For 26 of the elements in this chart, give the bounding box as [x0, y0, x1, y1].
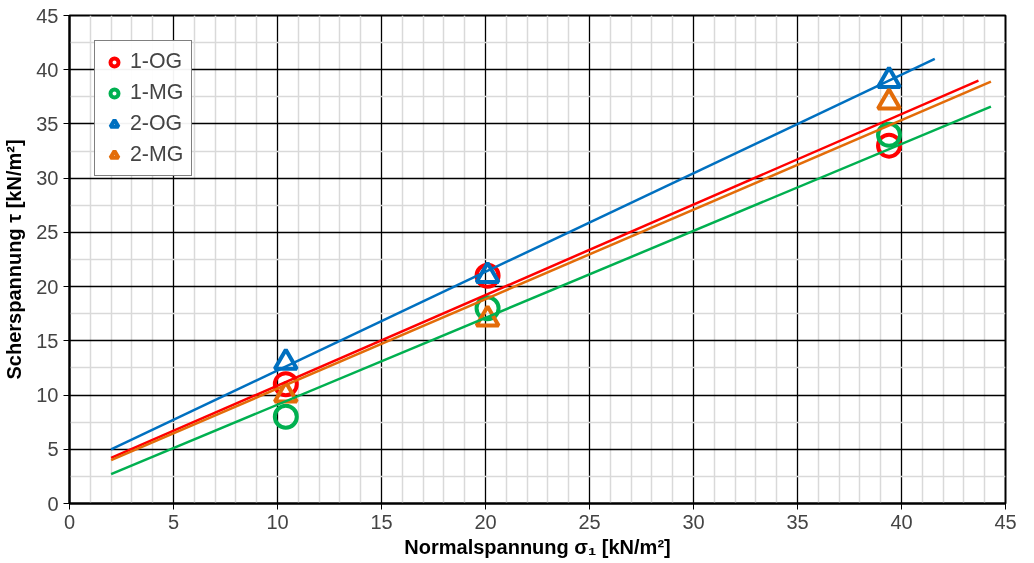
legend-label: 1-MG	[130, 80, 184, 105]
y-tick-label: 30	[36, 167, 59, 190]
x-tick-label: 5	[167, 510, 180, 533]
y-tick-label: 45	[36, 4, 59, 27]
y-axis-title: Scherspannung τ [kN/m²]	[3, 139, 26, 380]
y-tick-label: 25	[36, 221, 59, 244]
legend-label: 2-OG	[130, 111, 183, 136]
y-tick-label: 5	[47, 438, 59, 461]
y-tick-label: 10	[36, 384, 59, 407]
y-tick-label: 20	[36, 275, 59, 298]
x-tick-label: 15	[370, 510, 393, 533]
legend-label: 2-MG	[130, 142, 184, 167]
legend-label: 1-OG	[130, 49, 183, 74]
x-tick-label: 40	[890, 510, 913, 533]
x-tick-label: 30	[682, 510, 705, 533]
x-tick-label: 0	[63, 510, 76, 533]
x-tick-label: 25	[578, 510, 601, 533]
y-tick-label: 40	[36, 58, 59, 81]
x-axis-title: Normalspannung σ₁ [kN/m²]	[404, 535, 671, 558]
x-tick-label: 45	[994, 510, 1017, 533]
y-tick-label: 35	[36, 112, 59, 135]
x-tick-label: 10	[266, 510, 289, 533]
x-tick-label: 35	[786, 510, 809, 533]
x-tick-label: 20	[474, 510, 497, 533]
y-tick-label: 0	[47, 492, 59, 515]
y-tick-label: 15	[36, 329, 59, 352]
